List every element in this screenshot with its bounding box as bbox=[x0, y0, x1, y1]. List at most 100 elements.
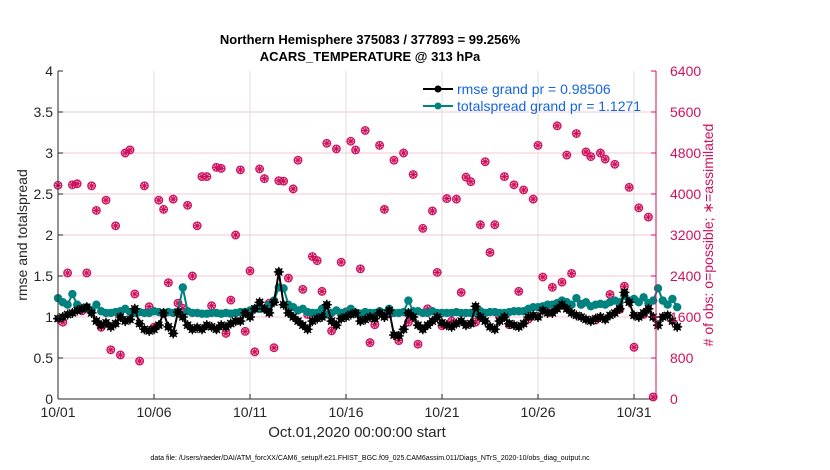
obs-count-point bbox=[279, 176, 289, 186]
assimilated-obs-marker bbox=[116, 351, 125, 359]
assimilated-obs-marker bbox=[279, 177, 288, 185]
y2-tick-label: 4000 bbox=[670, 186, 701, 202]
x-tick-label: 10/26 bbox=[520, 404, 555, 420]
obs-count-point bbox=[317, 286, 327, 296]
obs-count-point bbox=[442, 194, 452, 204]
assimilated-obs-marker bbox=[611, 160, 619, 169]
obs-count-point bbox=[379, 204, 389, 214]
rmse-point bbox=[379, 312, 390, 322]
y2-tick-label: 4800 bbox=[670, 145, 701, 161]
obs-count-point bbox=[322, 138, 332, 148]
assimilated-obs-marker bbox=[596, 149, 605, 157]
assimilated-obs-marker bbox=[529, 195, 537, 203]
obs-count-point bbox=[82, 268, 92, 278]
rmse-point bbox=[249, 303, 260, 314]
assimilated-obs-marker bbox=[155, 196, 163, 204]
obs-count-point bbox=[547, 282, 557, 292]
chart-title: Northern Hemisphere 375083 / 377893 = 99… bbox=[220, 32, 521, 47]
rmse-point bbox=[518, 318, 529, 329]
y-tick-label: 2 bbox=[45, 227, 53, 243]
obs-count-point bbox=[451, 194, 461, 204]
obs-count-point bbox=[557, 277, 567, 287]
assimilated-obs-marker bbox=[644, 213, 653, 221]
obs-count-point bbox=[624, 182, 634, 192]
assimilated-obs-marker bbox=[539, 273, 547, 281]
assimilated-obs-marker bbox=[491, 220, 499, 229]
obs-count-point bbox=[298, 284, 308, 294]
assimilated-obs-marker bbox=[207, 301, 216, 310]
rmse-point bbox=[302, 324, 313, 335]
x-axis-ticks: 10/01 10/06 10/11 10/16 10/21 10/26 10/31 bbox=[40, 394, 652, 420]
assimilated-obs-marker bbox=[587, 152, 595, 161]
rmse-point bbox=[153, 320, 164, 331]
totalspread-point bbox=[653, 284, 663, 293]
obs-count-point bbox=[499, 172, 509, 182]
obs-count-point bbox=[375, 140, 385, 150]
obs-count-point bbox=[629, 342, 639, 352]
assimilated-obs-marker bbox=[260, 174, 269, 183]
assimilated-obs-marker bbox=[246, 267, 254, 275]
rmse-point bbox=[264, 307, 275, 318]
rmse-point bbox=[259, 303, 270, 314]
rmse-point bbox=[149, 324, 159, 335]
obs-count-point bbox=[288, 184, 298, 194]
obs-count-point bbox=[538, 272, 548, 282]
totalspread-point bbox=[572, 293, 581, 303]
obs-count-point bbox=[63, 268, 73, 278]
rmse-point bbox=[614, 303, 625, 314]
assimilated-obs-marker bbox=[159, 205, 168, 214]
assimilated-obs-marker bbox=[337, 258, 345, 266]
assimilated-obs-marker bbox=[534, 141, 542, 150]
assimilated-obs-marker bbox=[380, 205, 389, 214]
assimilated-obs-marker bbox=[630, 343, 638, 352]
rmse-point bbox=[408, 312, 419, 322]
obs-count-point bbox=[485, 247, 495, 257]
obs-count-point bbox=[528, 194, 538, 204]
obs-count-point bbox=[610, 159, 620, 169]
assimilated-obs-marker bbox=[193, 221, 201, 230]
assimilated-obs-marker bbox=[601, 155, 609, 163]
assimilated-obs-marker bbox=[236, 166, 245, 174]
assimilated-obs-marker bbox=[203, 172, 211, 181]
y-tick-label: 1.5 bbox=[34, 268, 54, 284]
assimilated-obs-marker bbox=[102, 196, 110, 204]
obs-count-point bbox=[427, 206, 437, 216]
rmse-point bbox=[470, 301, 481, 312]
obs-count-point bbox=[567, 268, 577, 278]
rmse-point bbox=[533, 312, 543, 322]
obs-count-point bbox=[130, 289, 140, 299]
obs-count-point bbox=[250, 347, 260, 357]
totalspread-point bbox=[668, 294, 677, 304]
assimilated-obs-marker bbox=[351, 146, 360, 154]
obs-count-point bbox=[399, 148, 409, 158]
assimilated-obs-marker bbox=[284, 274, 293, 282]
obs-count-point bbox=[519, 185, 529, 195]
y-axis-ticks: 0 0.5 1 1.5 2 2.5 3 3.5 4 bbox=[34, 63, 63, 407]
obs-count-point bbox=[259, 174, 269, 184]
assimilated-obs-marker bbox=[486, 248, 494, 257]
obs-count-point bbox=[619, 281, 629, 291]
y-tick-label: 0.5 bbox=[34, 350, 54, 366]
rmse-point bbox=[624, 297, 635, 308]
obs-count-point bbox=[365, 338, 375, 348]
rmse-point bbox=[235, 316, 246, 327]
rmse-point bbox=[125, 314, 135, 325]
rmse-point bbox=[110, 318, 121, 329]
assimilated-obs-marker bbox=[251, 348, 259, 356]
obs-count-point bbox=[111, 221, 121, 231]
obs-count-point bbox=[346, 136, 356, 146]
assimilated-obs-marker bbox=[241, 327, 249, 336]
assimilated-obs-marker bbox=[131, 290, 139, 298]
obs-count-point bbox=[327, 326, 337, 336]
assimilated-obs-marker bbox=[299, 285, 307, 294]
rmse-point bbox=[168, 328, 179, 339]
y2-tick-label: 5600 bbox=[670, 104, 701, 120]
obs-count-point bbox=[293, 155, 303, 165]
obs-count-point bbox=[221, 328, 231, 338]
totalspread-point bbox=[663, 300, 672, 309]
obs-count-point bbox=[456, 287, 466, 297]
obs-count-point bbox=[466, 177, 476, 187]
rmse-point bbox=[662, 310, 673, 321]
y2-tick-label: 0 bbox=[670, 391, 678, 407]
obs-count-point bbox=[183, 200, 193, 210]
